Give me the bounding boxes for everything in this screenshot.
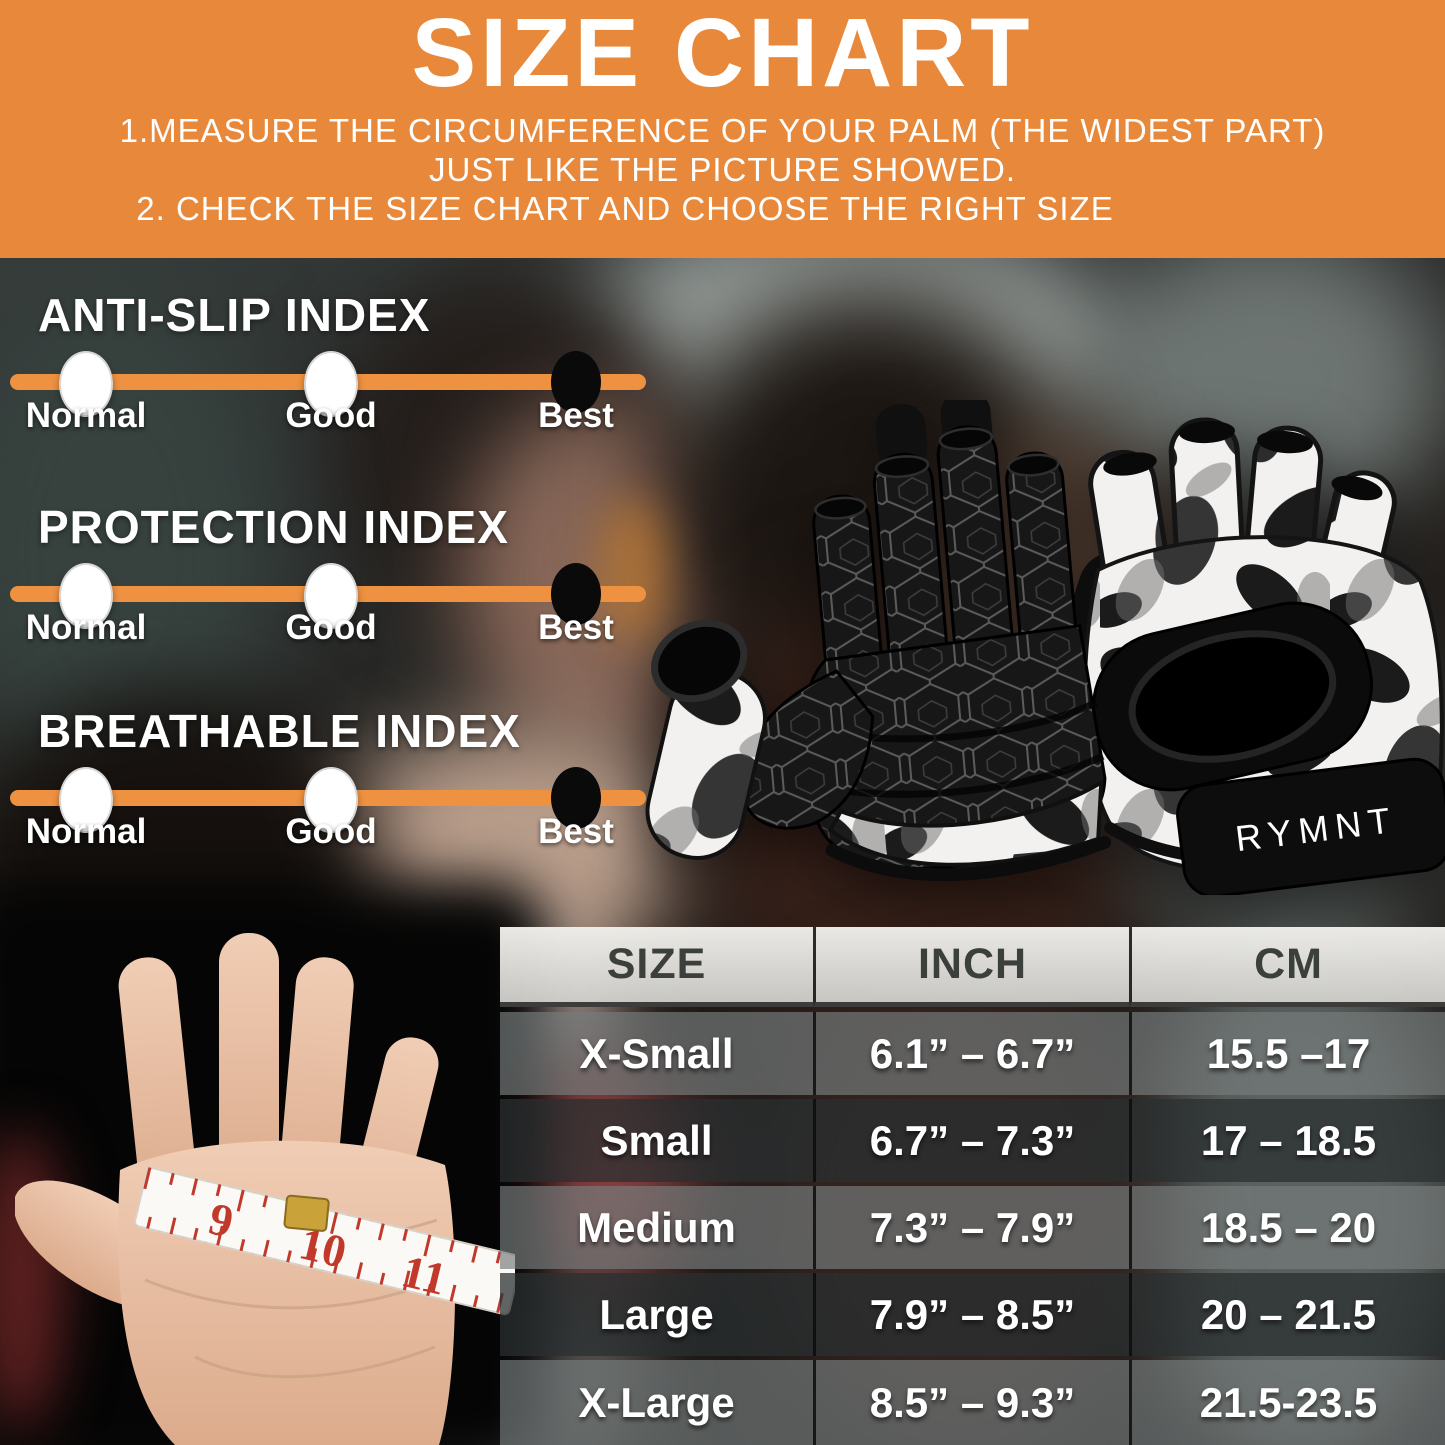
table-row: Large 7.9” – 8.5” 20 – 21.5 — [500, 1273, 1445, 1356]
bg-blob — [598, 495, 668, 645]
table-cell-size: Small — [500, 1099, 813, 1182]
table-cell-inch: 6.1” – 6.7” — [813, 1012, 1129, 1095]
table-cell-cm: 15.5 –17 — [1129, 1012, 1445, 1095]
index-level-label: Good — [285, 396, 377, 435]
index-level-label: Best — [538, 396, 614, 435]
table-header-cell: INCH — [813, 927, 1129, 1007]
index-level-label: Best — [538, 812, 614, 851]
index-level-label: Best — [538, 608, 614, 647]
table-cell-cm: 21.5-23.5 — [1129, 1360, 1445, 1445]
anti-slip-index: ANTI-SLIP INDEX Normal Good Best — [0, 288, 665, 458]
size-table: SIZE INCH CM X-Small 6.1” – 6.7” 15.5 –1… — [500, 927, 1445, 1445]
table-cell-cm: 17 – 18.5 — [1129, 1099, 1445, 1182]
breathable-index: BREATHABLE INDEX Normal Good Best — [0, 704, 665, 874]
table-header-cell: CM — [1129, 927, 1445, 1007]
table-cell-inch: 7.9” – 8.5” — [813, 1273, 1129, 1356]
table-row: X-Small 6.1” – 6.7” 15.5 –17 — [500, 1012, 1445, 1095]
glove-palm-black — [645, 390, 1112, 882]
index-level-label: Good — [285, 812, 377, 851]
table-header-row: SIZE INCH CM — [500, 927, 1445, 1007]
table-cell-inch: 6.7” – 7.3” — [813, 1099, 1129, 1182]
index-title: PROTECTION INDEX — [38, 501, 509, 553]
index-level-label: Good — [285, 608, 377, 647]
instruction-line-3: 2. CHECK THE SIZE CHART AND CHOOSE THE R… — [136, 190, 1114, 227]
table-row: X-Large 8.5” – 9.3” 21.5-23.5 — [500, 1360, 1445, 1445]
index-level-label: Normal — [25, 608, 147, 647]
index-dot-good — [304, 563, 358, 629]
hand-measuring-image: 9 10 11 — [13, 915, 523, 1445]
glove-strap-loop — [1091, 601, 1373, 792]
index-dot-best — [551, 563, 601, 625]
table-cell-size: Medium — [500, 1186, 813, 1269]
page-title: SIZE CHART — [411, 0, 1034, 107]
index-level-label: Normal — [25, 812, 147, 851]
table-row: Small 6.7” – 7.3” 17 – 18.5 — [500, 1099, 1445, 1182]
glove-back-white: RYMNT — [1058, 417, 1445, 898]
protection-index: PROTECTION INDEX Normal Good Best — [0, 500, 665, 670]
index-dot-good — [304, 351, 358, 417]
table-cell-cm: 18.5 – 20 — [1129, 1186, 1445, 1269]
table-cell-cm: 20 – 21.5 — [1129, 1273, 1445, 1356]
index-dot-good — [304, 767, 358, 833]
tape-clip — [283, 1194, 330, 1232]
index-title: BREATHABLE INDEX — [38, 705, 521, 757]
gloves-image: RYMNT — [640, 390, 1445, 898]
index-dot-best — [551, 351, 601, 413]
instruction-line-1: 1.MEASURE THE CIRCUMFERENCE OF YOUR PALM… — [119, 112, 1326, 149]
table-header-cell: SIZE — [500, 927, 813, 1007]
index-dot-normal — [59, 767, 113, 833]
index-bar — [10, 767, 646, 833]
table-cell-inch: 7.3” – 7.9” — [813, 1186, 1129, 1269]
index-bar — [10, 351, 646, 417]
table-row: Medium 7.3” – 7.9” 18.5 – 20 — [500, 1186, 1445, 1269]
table-cell-size: X-Large — [500, 1360, 813, 1445]
table-cell-size: Large — [500, 1273, 813, 1356]
index-level-label: Normal — [25, 396, 147, 435]
table-cell-size: X-Small — [500, 1012, 813, 1095]
table-cell-inch: 8.5” – 9.3” — [813, 1360, 1129, 1445]
index-dot-best — [551, 767, 601, 829]
instruction-line-2: JUST LIKE THE PICTURE SHOWED. — [428, 151, 1017, 188]
index-dot-normal — [59, 563, 113, 629]
index-dot-normal — [59, 351, 113, 417]
index-title: ANTI-SLIP INDEX — [38, 289, 431, 341]
glove-wrist-strap: RYMNT — [1176, 757, 1445, 898]
header: SIZE CHART 1.MEASURE THE CIRCUMFERENCE O… — [0, 0, 1445, 258]
index-bar — [10, 563, 646, 629]
